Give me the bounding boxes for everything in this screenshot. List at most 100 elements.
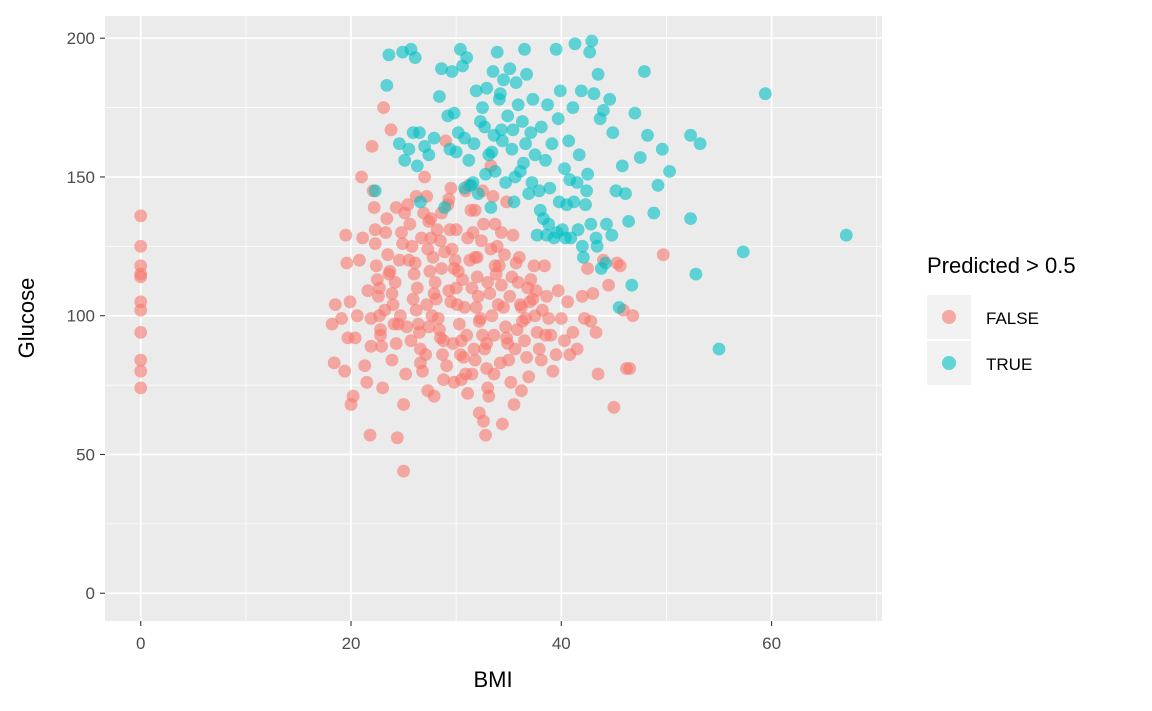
data-point-true	[545, 137, 559, 151]
data-point-false	[440, 359, 454, 373]
data-point-false	[437, 373, 450, 386]
data-point-true	[524, 126, 538, 139]
data-point-false	[515, 384, 528, 398]
data-point-true	[693, 137, 707, 151]
data-point-false	[503, 289, 517, 303]
data-point-true	[506, 123, 520, 137]
data-point-true	[543, 181, 557, 195]
data-point-true	[505, 142, 519, 156]
data-point-false	[507, 398, 521, 411]
data-point-true	[615, 159, 629, 173]
data-point-false	[393, 253, 406, 267]
data-point-true	[563, 173, 577, 187]
data-point-true	[516, 115, 529, 128]
data-point-false	[433, 323, 446, 336]
data-point-true	[435, 62, 448, 76]
data-point-false	[415, 231, 428, 245]
data-point-false	[396, 237, 409, 251]
data-point-false	[495, 226, 508, 239]
data-point-false	[134, 209, 148, 223]
data-point-false	[523, 295, 537, 309]
data-point-true	[603, 92, 617, 106]
data-point-false	[343, 295, 357, 309]
data-point-false	[388, 276, 402, 289]
axes: 0 20 40 60 0 50 100 150 200	[67, 29, 781, 653]
data-point-false	[437, 334, 450, 348]
data-point-true	[552, 195, 566, 209]
data-point-false	[469, 301, 483, 314]
data-point-true	[485, 145, 499, 159]
data-point-true	[736, 245, 750, 259]
data-point-true	[422, 148, 436, 162]
legend-title: Predicted > 0.5	[927, 253, 1076, 278]
data-point-true	[647, 206, 661, 220]
data-point-false	[327, 356, 341, 370]
data-point-false	[348, 331, 362, 345]
data-point-false	[468, 203, 482, 217]
data-point-false	[488, 259, 502, 273]
data-point-false	[498, 248, 511, 262]
data-point-false	[447, 375, 461, 389]
data-point-false	[134, 326, 148, 339]
data-point-true	[600, 217, 613, 231]
data-point-false	[570, 342, 584, 356]
data-point-false	[338, 364, 352, 378]
data-point-true	[382, 48, 396, 62]
data-point-false	[430, 223, 444, 237]
data-point-false	[586, 287, 600, 300]
data-point-true	[503, 62, 517, 76]
data-point-true	[519, 137, 532, 151]
data-point-false	[484, 242, 498, 256]
data-point-false	[379, 226, 393, 239]
data-point-true	[580, 184, 593, 198]
data-point-true	[606, 126, 620, 139]
data-point-false	[505, 270, 519, 284]
data-point-true	[574, 84, 588, 98]
data-point-false	[358, 359, 372, 373]
data-point-true	[581, 167, 594, 181]
data-point-true	[398, 153, 412, 167]
data-point-true	[587, 87, 601, 101]
data-point-true	[447, 106, 461, 120]
data-point-false	[403, 217, 417, 231]
data-point-false	[538, 259, 551, 273]
data-point-false	[413, 326, 426, 339]
data-point-true	[511, 98, 525, 112]
data-point-true	[572, 148, 586, 162]
data-point-true	[633, 151, 647, 164]
data-point-false	[470, 251, 484, 264]
x-tick-label: 0	[136, 634, 145, 653]
data-point-false	[626, 309, 640, 323]
data-point-false	[134, 364, 148, 378]
data-point-false	[495, 278, 508, 292]
data-point-false	[395, 226, 408, 239]
data-point-true	[501, 109, 515, 123]
data-point-false	[444, 181, 458, 195]
data-point-false	[491, 298, 505, 311]
data-point-false	[427, 287, 441, 300]
data-point-false	[623, 362, 637, 375]
data-point-false	[465, 367, 479, 381]
data-point-false	[389, 337, 403, 350]
data-point-false	[367, 201, 381, 214]
data-point-false	[506, 228, 520, 242]
data-point-false	[493, 356, 507, 370]
data-point-false	[546, 364, 560, 378]
data-point-false	[380, 212, 394, 226]
data-point-false	[539, 328, 552, 342]
data-point-true	[684, 128, 697, 142]
data-point-true	[497, 73, 510, 87]
data-point-true	[641, 128, 654, 142]
data-point-false	[589, 326, 603, 339]
data-point-false	[368, 237, 382, 251]
data-point-false	[414, 356, 427, 370]
data-point-true	[551, 112, 565, 126]
data-point-true	[445, 65, 459, 78]
data-point-false	[423, 264, 437, 278]
data-point-false	[424, 212, 438, 226]
data-point-false	[486, 190, 500, 203]
data-point-false	[397, 398, 410, 411]
data-point-false	[376, 381, 389, 395]
data-point-false	[134, 303, 148, 317]
